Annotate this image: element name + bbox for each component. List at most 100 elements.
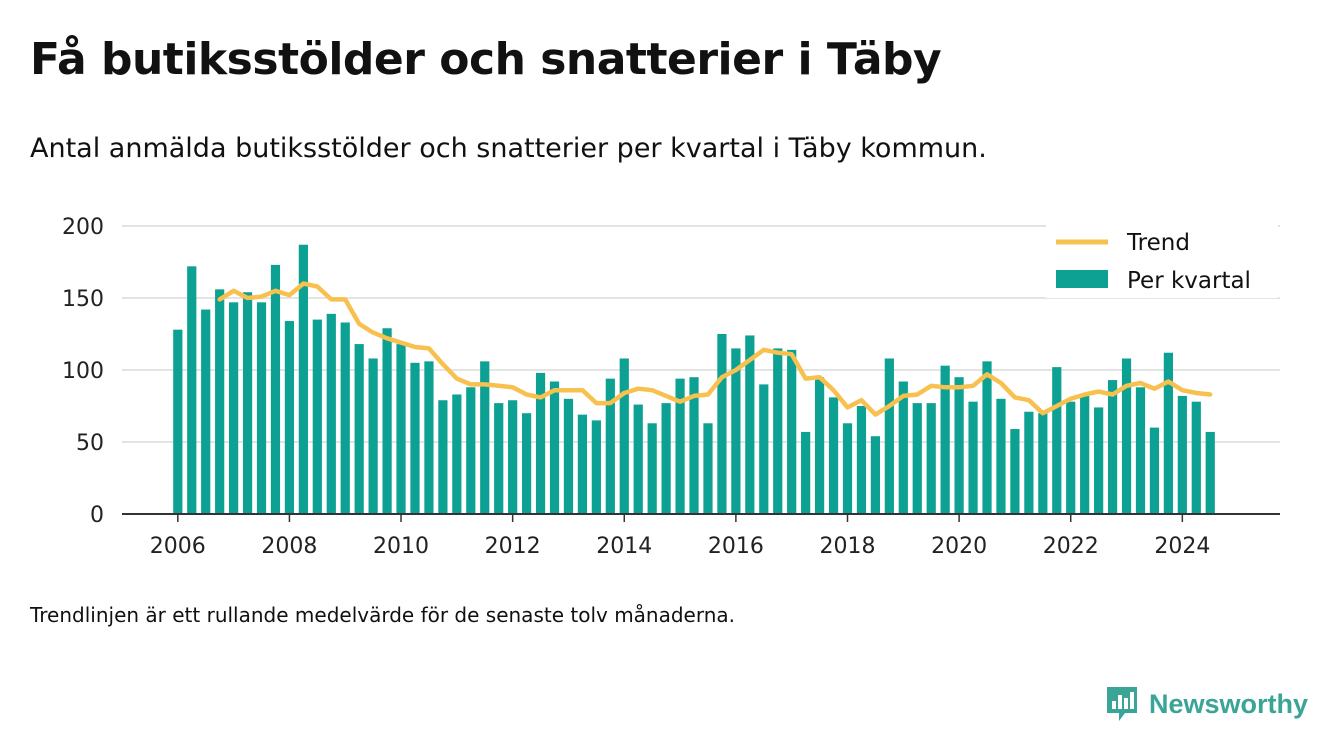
y-tick-label: 50 xyxy=(76,431,104,456)
bar xyxy=(1010,429,1020,514)
bar xyxy=(675,378,685,514)
bar xyxy=(731,348,741,514)
bar xyxy=(591,420,601,514)
bar xyxy=(1066,401,1076,514)
bar xyxy=(703,423,713,514)
y-tick-label: 150 xyxy=(62,287,104,312)
bar xyxy=(410,362,420,514)
bar xyxy=(1135,387,1146,514)
newsworthy-brand[interactable]: Newsworthy xyxy=(1105,685,1308,723)
bar xyxy=(1094,407,1104,514)
bar xyxy=(605,378,615,514)
y-tick-label: 200 xyxy=(62,215,104,240)
bar xyxy=(340,322,350,514)
x-tick-label: 2024 xyxy=(1154,534,1210,559)
bar xyxy=(870,436,881,514)
bar xyxy=(968,401,978,514)
bar xyxy=(1080,395,1090,514)
bar xyxy=(354,344,364,514)
bar xyxy=(438,400,448,514)
bar xyxy=(312,319,322,514)
bar xyxy=(647,423,657,514)
bar xyxy=(856,406,867,514)
legend-bar-swatch xyxy=(1056,270,1108,288)
bar xyxy=(1191,401,1201,514)
x-tick-label: 2006 xyxy=(150,534,206,559)
bar xyxy=(480,361,490,514)
chart: 0 50 100 150 200 2006 2008 2010 2012 2014 2016 2018… xyxy=(62,215,1280,559)
newsworthy-logo-icon xyxy=(1106,687,1137,721)
x-tick-label: 2008 xyxy=(261,534,317,559)
bar xyxy=(326,313,336,514)
legend: Trend Per kvartal xyxy=(1046,220,1278,298)
bar xyxy=(452,394,462,514)
bar xyxy=(494,403,504,514)
bar xyxy=(689,377,699,514)
bar xyxy=(1121,358,1132,514)
footnote: Trendlinjen är ett rullande medelvärde f… xyxy=(30,603,736,627)
chart-title: Få butiksstölder och snatterier i Täby xyxy=(30,34,942,85)
bar xyxy=(242,292,253,514)
bar xyxy=(954,377,964,514)
bar xyxy=(717,334,727,514)
y-tick-label: 100 xyxy=(62,359,104,384)
bar xyxy=(787,349,797,514)
y-tick-label: 0 xyxy=(90,503,104,528)
bar xyxy=(619,358,629,514)
bar xyxy=(382,328,392,514)
bar xyxy=(1038,413,1048,514)
bar xyxy=(424,361,434,514)
legend-label-per-kvartal: Per kvartal xyxy=(1127,268,1251,294)
bar xyxy=(745,335,755,514)
bar xyxy=(201,309,211,514)
x-tick-label: 2016 xyxy=(708,534,764,559)
bar xyxy=(535,372,546,514)
bar xyxy=(773,348,783,514)
bar xyxy=(801,431,811,514)
bar xyxy=(842,423,853,514)
bar xyxy=(187,266,197,514)
axes: 0 50 100 150 200 2006 2008 2010 2012 2014 2016 2018… xyxy=(62,215,1280,559)
bar xyxy=(926,403,936,514)
bar xyxy=(814,377,825,514)
bar xyxy=(940,365,950,514)
bar xyxy=(1024,411,1034,514)
bar xyxy=(898,381,908,514)
bar xyxy=(661,403,671,514)
bar xyxy=(996,398,1006,514)
bar xyxy=(1205,431,1215,514)
bar xyxy=(1177,395,1187,514)
bar xyxy=(1052,367,1062,514)
bar xyxy=(215,289,225,514)
bar xyxy=(577,414,588,514)
bar xyxy=(982,361,992,514)
bar xyxy=(173,329,183,514)
brand-name: Newsworthy xyxy=(1148,688,1308,719)
bar xyxy=(284,321,295,514)
trend-line xyxy=(217,281,1213,417)
x-tick-label: 2018 xyxy=(819,534,875,559)
bar xyxy=(256,302,267,514)
bar xyxy=(633,404,643,514)
bar xyxy=(759,384,769,514)
bar xyxy=(912,403,922,514)
x-tick-label: 2010 xyxy=(373,534,429,559)
legend-label-trend: Trend xyxy=(1126,230,1190,256)
bar xyxy=(1107,380,1118,514)
bar xyxy=(368,358,378,514)
bar xyxy=(563,398,574,514)
bar xyxy=(270,264,281,514)
bar xyxy=(884,358,894,514)
bar xyxy=(1163,352,1173,514)
chart-subtitle: Antal anmälda butiksstölder och snatteri… xyxy=(30,133,987,164)
bar xyxy=(229,302,239,514)
bar xyxy=(521,413,532,514)
bar xyxy=(549,381,560,514)
x-tick-label: 2022 xyxy=(1043,534,1099,559)
bar-series xyxy=(173,244,1215,514)
bar xyxy=(396,344,406,514)
bar xyxy=(466,387,476,514)
bar xyxy=(828,397,839,514)
x-tick-label: 2020 xyxy=(931,534,987,559)
bar xyxy=(298,244,308,514)
